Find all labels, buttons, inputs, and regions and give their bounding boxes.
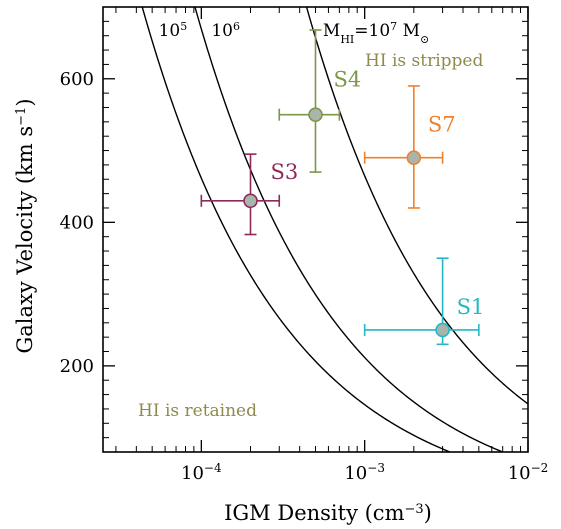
x-axis-label: IGM Density (cm−3) xyxy=(224,501,432,525)
x-tick-label-base: 10 xyxy=(508,463,531,484)
x-tick-label: 10−4 xyxy=(181,461,222,484)
curve-label-unit-symbol: ⊙ xyxy=(420,33,429,46)
x-tick-label-base: 10 xyxy=(181,463,204,484)
point-marker xyxy=(406,150,422,166)
curve-label-2: 106 xyxy=(211,20,240,42)
annotation-stripped: HI is stripped xyxy=(365,51,483,71)
curve-label-1: 105 xyxy=(159,20,188,42)
curve-label-subscript: HI xyxy=(340,33,354,46)
x-axis-label-text: IGM Density (cm xyxy=(224,501,404,525)
y-tick-label: 600 xyxy=(60,69,94,90)
x-axis-label-close: ) xyxy=(424,501,432,525)
y-axis-label-close: ) xyxy=(13,98,37,106)
point-label: S4 xyxy=(334,68,362,92)
x-tick-label-exponent: −4 xyxy=(204,461,222,475)
data-point-s3: S3 xyxy=(200,153,299,236)
data-point-s1: S1 xyxy=(363,257,485,346)
curve-label-unit: M xyxy=(397,21,420,41)
point-label: S1 xyxy=(457,295,485,319)
curve-label-prefix: M xyxy=(323,21,340,41)
x-tick-label-exponent: −3 xyxy=(367,461,385,475)
curve-label-exponent: 7 xyxy=(390,20,397,33)
annotation-retained: HI is retained xyxy=(138,401,257,421)
point-marker xyxy=(435,322,450,338)
curve-label-3: MHI=107 M⊙ xyxy=(323,20,429,46)
y-axis-label-text: Galaxy Velocity (km s xyxy=(13,126,37,354)
x-tick-label: 10−2 xyxy=(508,461,549,484)
curve-label-exponent: 6 xyxy=(233,20,240,33)
y-tick-label: 400 xyxy=(60,212,94,233)
x-tick-label-exponent: −2 xyxy=(531,461,549,475)
curve-2 xyxy=(194,7,505,452)
curve-label-mid: =10 xyxy=(354,21,390,41)
x-axis-label-exponent: −3 xyxy=(405,502,424,517)
data-point-s4: S4 xyxy=(278,29,362,173)
x-tick-label-base: 10 xyxy=(344,463,367,484)
curve-1 xyxy=(141,7,452,452)
x-tick-label: 10−3 xyxy=(344,461,385,484)
point-label: S7 xyxy=(428,113,456,137)
y-tick-label: 200 xyxy=(60,356,94,377)
y-axis-label: Galaxy Velocity (km s−1) xyxy=(13,98,37,353)
data-points: S1 S3 S4 S7 xyxy=(200,29,485,346)
data-point-s7: S7 xyxy=(363,85,456,209)
point-marker xyxy=(243,193,258,209)
point-label: S3 xyxy=(271,160,299,184)
curve-label-exponent: 5 xyxy=(180,20,187,33)
curve-label-base: 10 xyxy=(211,21,233,41)
y-axis-label-exponent: −1 xyxy=(14,107,29,126)
point-marker xyxy=(308,107,323,122)
curve-label-base: 10 xyxy=(159,21,181,41)
